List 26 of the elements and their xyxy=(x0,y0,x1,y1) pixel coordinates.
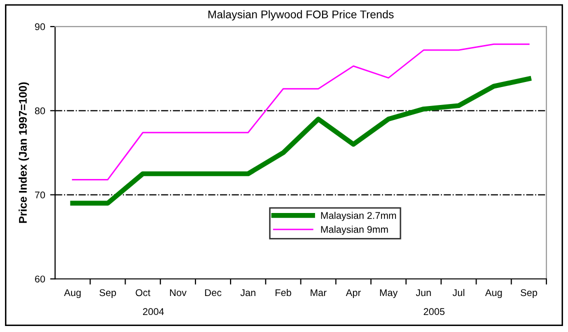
x-tick-label: Oct xyxy=(136,289,150,296)
x-tick-label: Sep xyxy=(520,289,538,298)
x-tick-label: Jun xyxy=(416,289,431,296)
x-tick-label: Aug xyxy=(64,289,81,298)
x-tick-label: Dec xyxy=(205,289,222,296)
x-tick-label: Mar xyxy=(310,289,327,296)
line-series xyxy=(72,44,530,180)
text: 2005 xyxy=(424,308,445,316)
x-tick-label: Aug xyxy=(485,289,502,298)
x-tick-label: Nov xyxy=(170,289,187,296)
y-tick-label: 90 xyxy=(35,23,45,30)
text: 2004 xyxy=(143,308,164,316)
y-tick-label: 80 xyxy=(34,107,45,114)
chart-title: Malaysian Plywood FOB Price Trends xyxy=(208,10,394,21)
x-tick-label: May xyxy=(380,289,398,298)
x-tick-label: Feb xyxy=(276,288,292,296)
legend-label: Malaysian 2.7mm xyxy=(321,212,396,221)
x-tick-label: Jan xyxy=(240,289,256,296)
line-series xyxy=(70,76,532,206)
x-tick-label: Jul xyxy=(452,288,464,296)
y-tick-label: 70 xyxy=(35,192,45,198)
x-tick-label: Apr xyxy=(346,289,361,298)
y-tick-label: 60 xyxy=(35,276,45,282)
legend-label: Malaysian 9mm xyxy=(321,226,388,235)
y-axis-title: Price Index (Jan 1997=100) xyxy=(18,82,30,223)
x-tick-label: Sep xyxy=(100,289,116,298)
